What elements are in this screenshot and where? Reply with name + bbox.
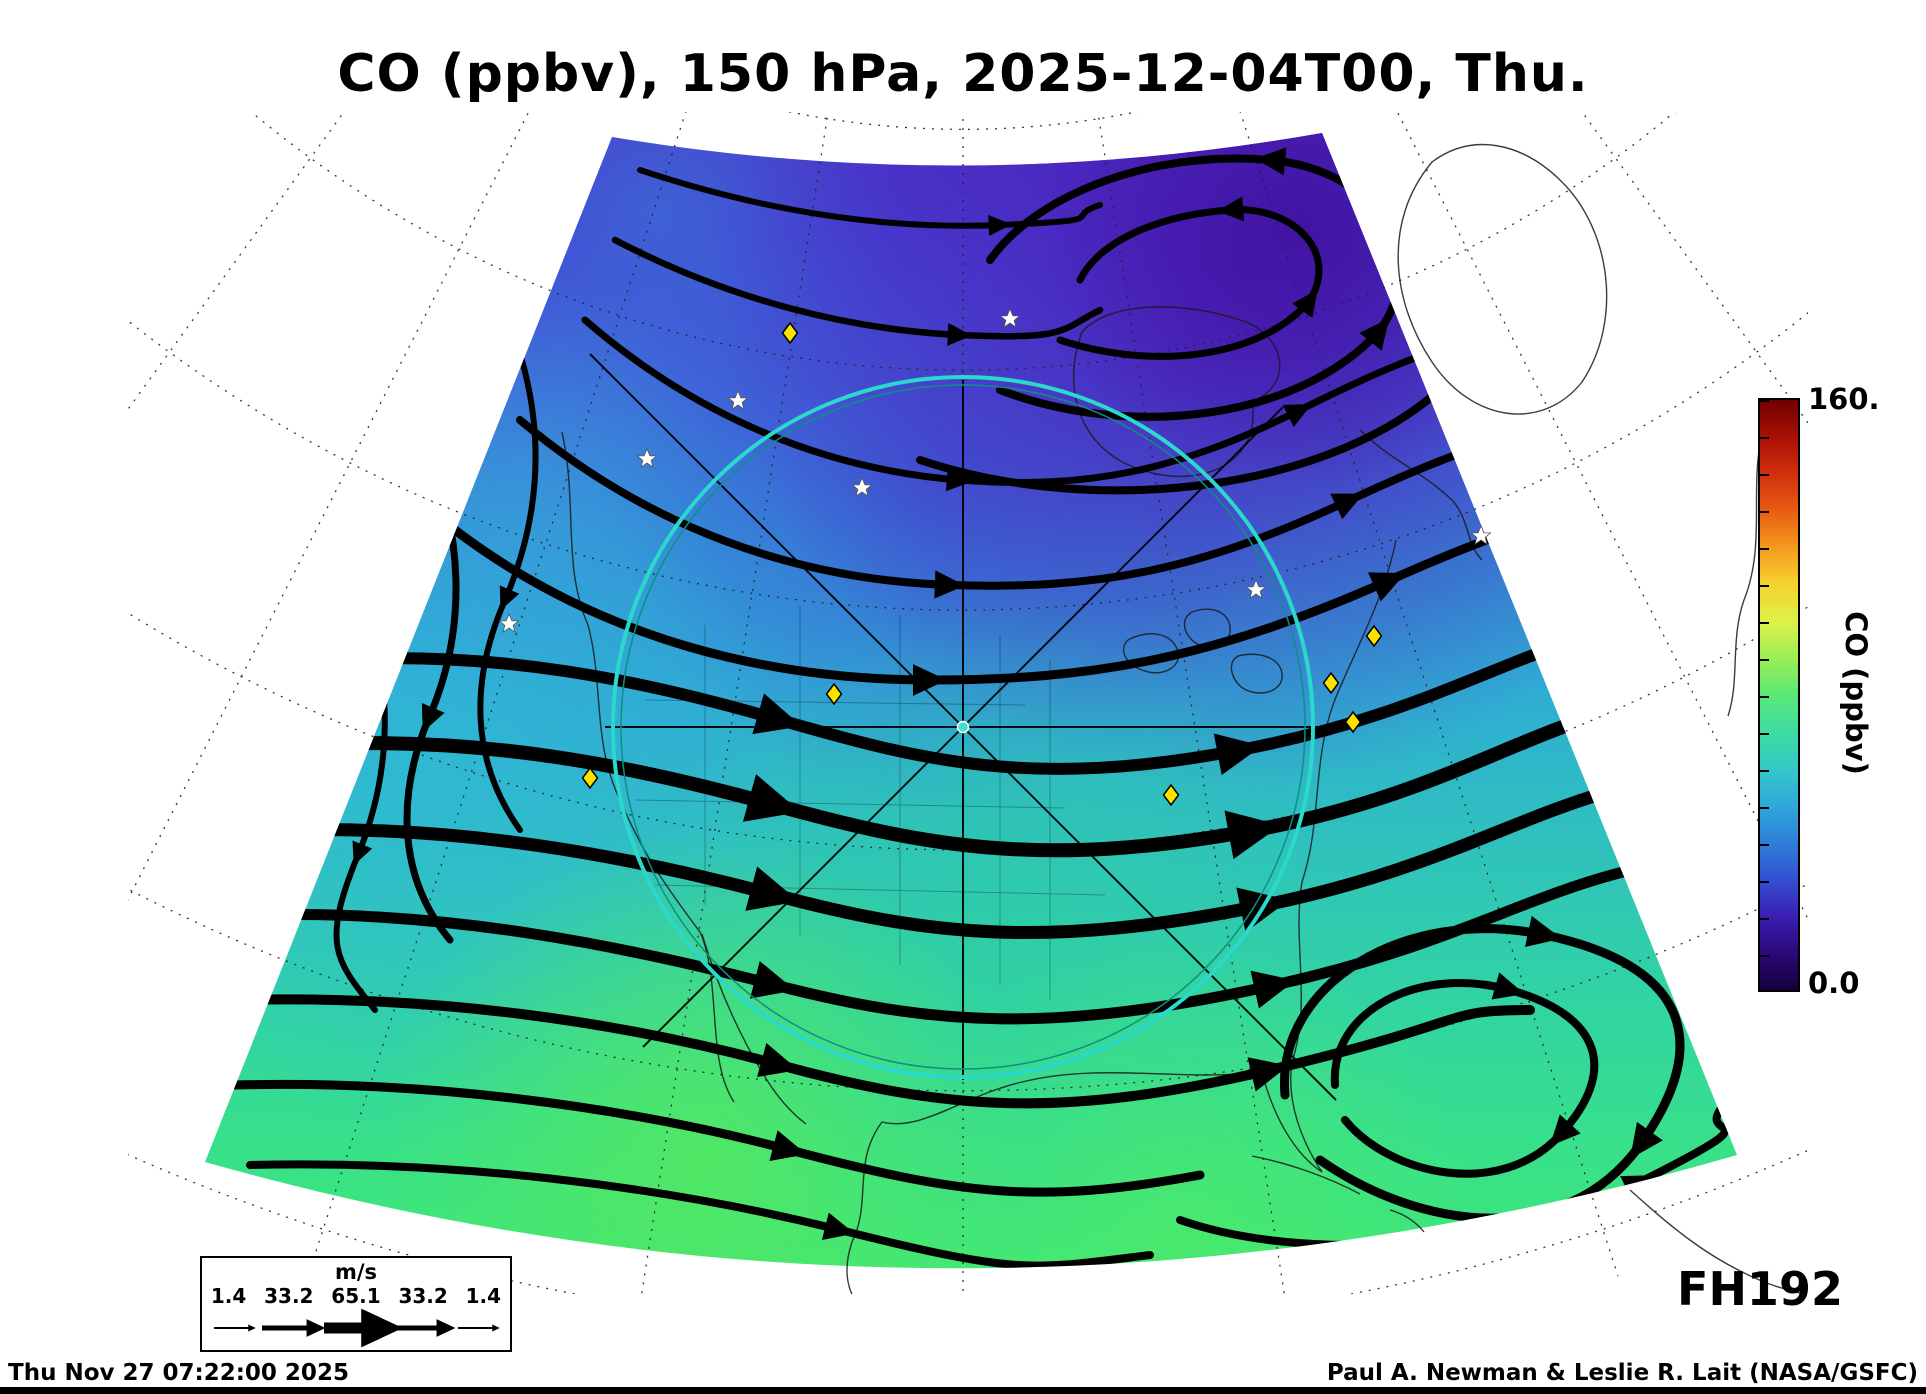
forecast-hour-label: FH192 (1677, 1262, 1843, 1316)
bottom-border-bar (0, 1387, 1926, 1394)
wind-legend-unit: m/s (334, 1260, 378, 1284)
wind-legend-value: 1.4 (210, 1284, 247, 1308)
wind-speed-legend: m/s 1.4 33.2 65.1 33.2 1.4 (200, 1256, 512, 1352)
colorbar-min-label: 0.0 (1808, 966, 1860, 1000)
wind-legend-value: 33.2 (398, 1284, 448, 1308)
wind-legend-value: 1.4 (465, 1284, 502, 1308)
colorbar (1758, 398, 1800, 992)
generation-timestamp: Thu Nov 27 07:22:00 2025 (8, 1360, 349, 1386)
colorbar-max-label: 160. (1808, 382, 1880, 416)
colorbar-ticks (1760, 400, 1769, 990)
circle-center-marker (956, 720, 970, 734)
plot-title: CO (ppbv), 150 hPa, 2025-12-04T00, Thu. (337, 44, 1589, 104)
wind-legend-value: 65.1 (331, 1284, 381, 1308)
wind-legend-value: 33.2 (264, 1284, 314, 1308)
range-circle (611, 375, 1315, 1079)
wind-legend-values: 1.4 33.2 65.1 33.2 1.4 (202, 1284, 510, 1308)
wind-legend-arrows (214, 1308, 500, 1348)
colorbar-title: CO (ppbv) (1839, 611, 1873, 775)
credit-line: Paul A. Newman & Leslie R. Lait (NASA/GS… (1326, 1360, 1918, 1386)
